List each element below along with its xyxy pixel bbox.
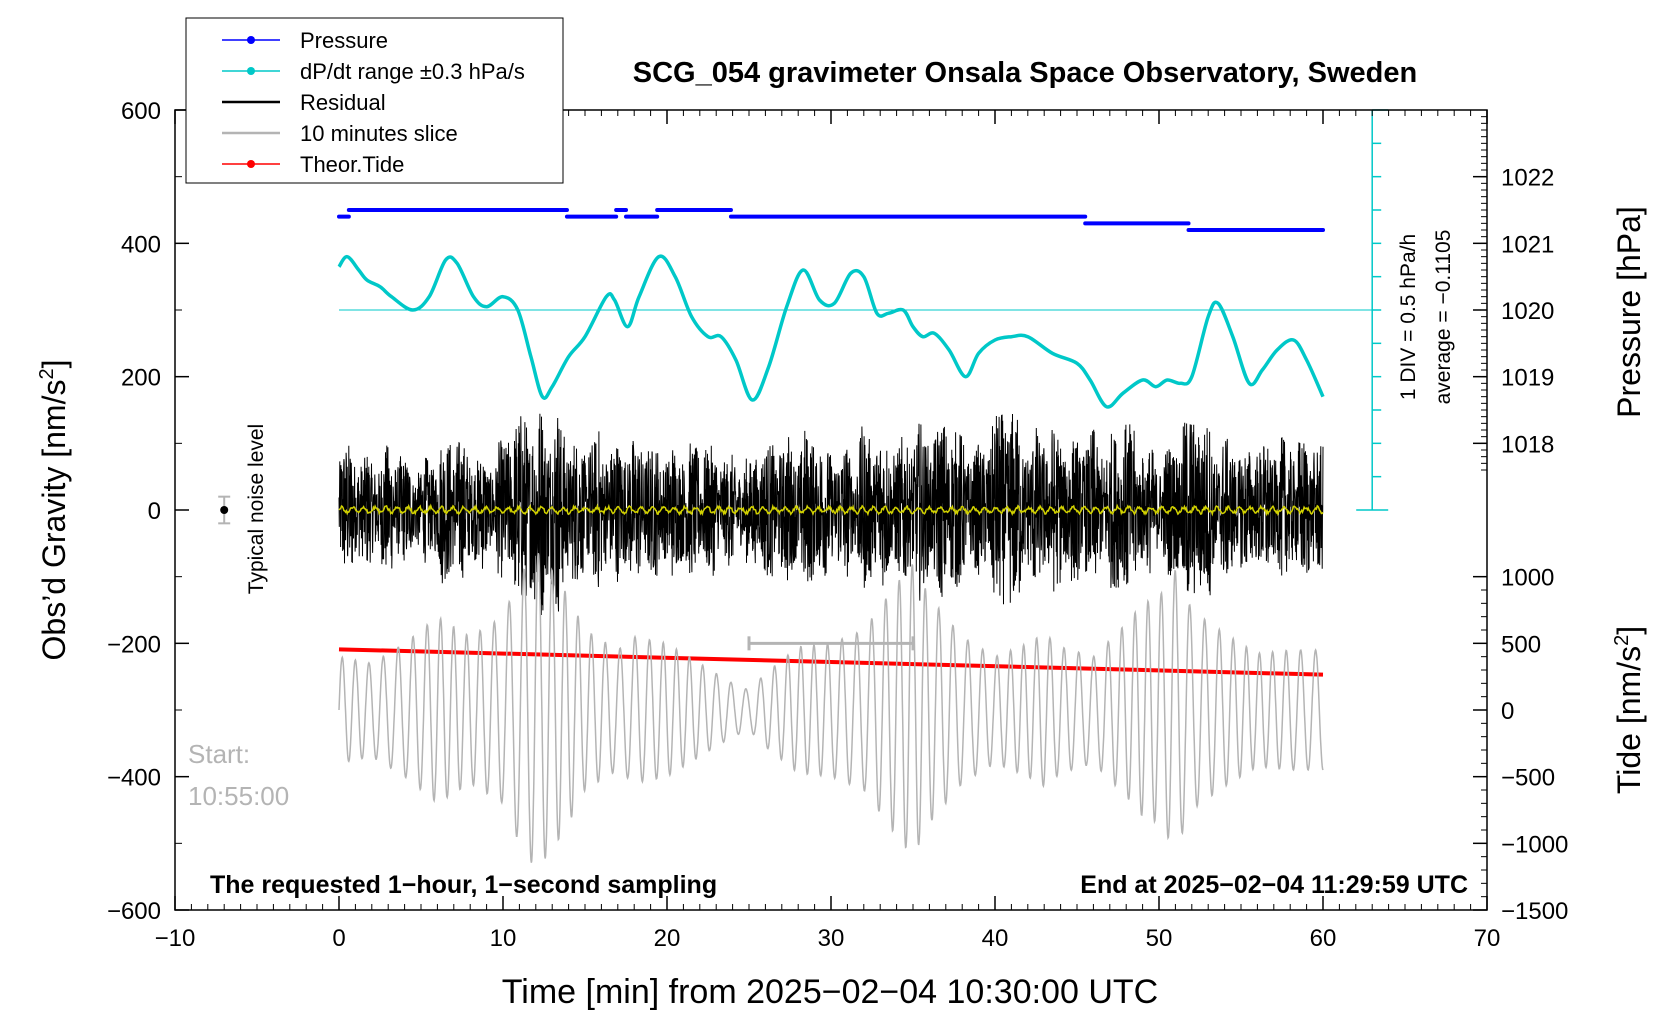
x-tick-label: 20	[654, 925, 681, 952]
legend-marker	[247, 36, 255, 44]
legend-label: 10 minutes slice	[300, 121, 458, 146]
legend-entry-dpdt: dP/dt range ±0.3 hPa/s	[222, 59, 525, 84]
chart-title: SCG_054 gravimeter Onsala Space Observat…	[633, 57, 1417, 89]
x-tick-label: 10	[490, 925, 517, 952]
x-axis-label: Time [min] from 2025−02−04 10:30:00 UTC	[502, 973, 1158, 1011]
legend-label: Residual	[300, 90, 386, 115]
legend-label: Pressure	[300, 28, 388, 53]
y-tick-label: 400	[121, 231, 161, 258]
legend-label: dP/dt range ±0.3 hPa/s	[300, 59, 525, 84]
legend-entry-tide: Theor.Tide	[222, 152, 404, 177]
pressure-tick-label: 1019	[1501, 365, 1554, 392]
tide-tick-label: −1000	[1501, 831, 1568, 858]
noise-marker-point	[220, 506, 229, 514]
residual-smoothed-series	[338, 503, 1324, 517]
residual-series	[338, 413, 1324, 616]
start-label: Start:	[188, 739, 250, 769]
average-label: average = −0.1105	[1432, 230, 1455, 405]
legend-marker	[247, 67, 255, 75]
tide-tick-label: −500	[1501, 765, 1555, 792]
pressure-tick-label: 1021	[1501, 231, 1554, 258]
end-time-note: End at 2025−02−04 11:29:59 UTC	[1080, 871, 1468, 899]
division-label: 1 DIV = 0.5 hPa/h	[1397, 234, 1420, 400]
tide-tick-label: 500	[1501, 631, 1541, 658]
y-tick-label: −200	[107, 631, 161, 658]
tide-tick-label: −1500	[1501, 898, 1568, 925]
legend-label: Theor.Tide	[300, 152, 404, 177]
legend-entry-slice: 10 minutes slice	[222, 121, 458, 146]
pressure-tick-label: 1022	[1501, 165, 1554, 192]
legend-entry-pressure: Pressure	[222, 28, 388, 53]
pressure-axis-label: Pressure [hPa]	[1611, 206, 1647, 418]
y-axis-label: Obs’d Gravity [nm/s2]	[36, 360, 72, 661]
slice-series	[338, 553, 1324, 863]
legend-marker	[247, 160, 255, 168]
axis-ticks: −10 0 10 20 30 40 50 60 706004002000−200−400−600…	[107, 98, 1568, 952]
x-tick-label: 40	[982, 925, 1009, 952]
tide-axis-label: Tide [nm/s2]	[1611, 626, 1647, 794]
x-tick-label: 70	[1474, 925, 1501, 952]
y-tick-label: 600	[121, 98, 161, 125]
plot-area	[218, 109, 1389, 863]
sampling-note: The requested 1−hour, 1−second sampling	[210, 871, 717, 899]
y-tick-label: 200	[121, 365, 161, 392]
y-tick-label: −400	[107, 765, 161, 792]
legend-entry-residual: Residual	[222, 90, 386, 115]
legend: Pressure dP/dt range ±0.3 hPa/s Residual…	[185, 17, 564, 184]
y-tick-label: 0	[148, 498, 161, 525]
tide-tick-label: 0	[1501, 698, 1514, 725]
legend-box	[185, 17, 564, 184]
x-tick-label: 30	[818, 925, 845, 952]
x-tick-label: 60	[1310, 925, 1337, 952]
noise-level-label: Typical noise level	[245, 424, 268, 594]
x-tick-label: 0	[332, 925, 345, 952]
dpdt-series	[337, 254, 1325, 409]
pressure-tick-label: 1020	[1501, 298, 1554, 325]
tide-tick-label: 1000	[1501, 565, 1554, 592]
x-tick-label: 50	[1146, 925, 1173, 952]
pressure-tick-label: 1018	[1501, 431, 1554, 458]
y-tick-label: −600	[107, 898, 161, 925]
start-time-label: 10:55:00	[188, 781, 289, 811]
x-tick-label: −10	[155, 925, 196, 952]
